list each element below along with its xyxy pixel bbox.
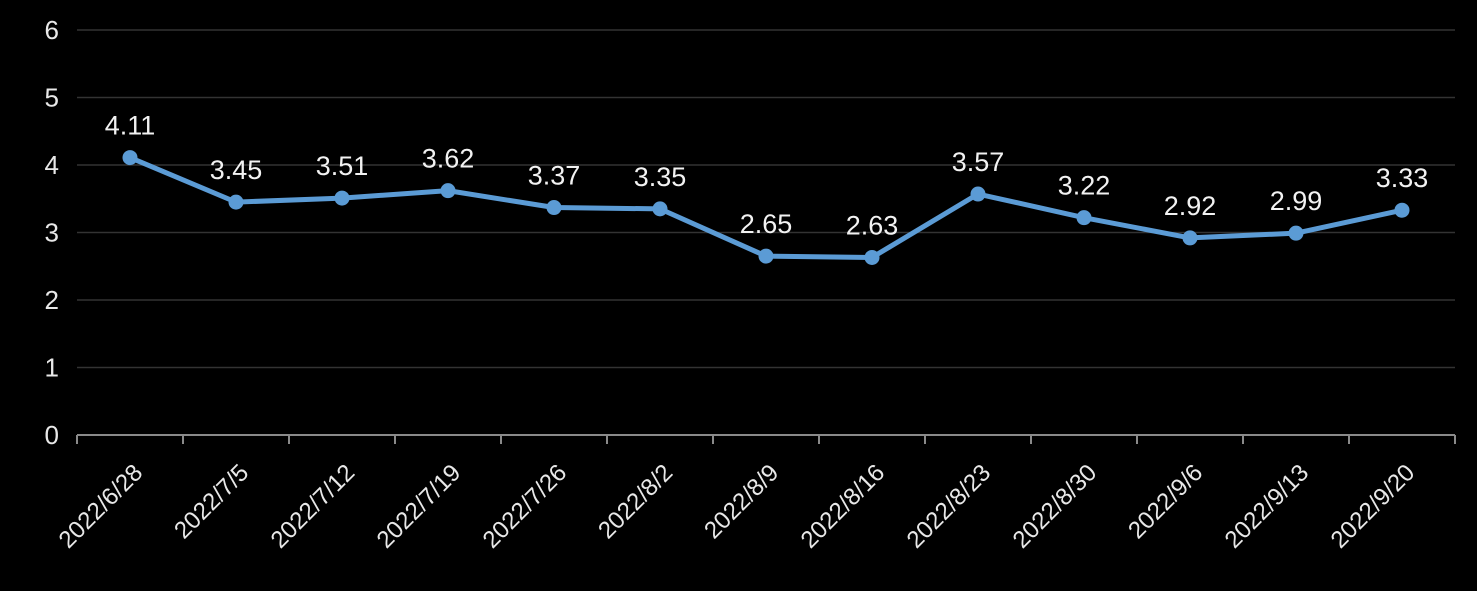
data-label: 2.92 xyxy=(1164,191,1217,221)
data-label: 3.37 xyxy=(528,161,581,191)
x-axis-category-label: 2022/9/13 xyxy=(1220,459,1315,554)
x-axis-category-label: 2022/6/28 xyxy=(54,459,149,554)
x-axis-category-label: 2022/7/12 xyxy=(266,459,361,554)
y-axis-tick-label: 3 xyxy=(45,218,59,248)
data-point-marker xyxy=(1288,225,1304,241)
data-point-marker xyxy=(334,190,350,206)
data-label: 3.62 xyxy=(422,144,475,174)
x-axis-category-label: 2022/7/5 xyxy=(169,459,254,544)
data-point-marker xyxy=(1076,210,1092,226)
y-axis-tick-label: 2 xyxy=(45,285,59,315)
data-label: 2.99 xyxy=(1270,186,1323,216)
data-point-marker xyxy=(440,183,456,199)
y-axis-tick-label: 1 xyxy=(45,353,59,383)
y-axis-tick-label: 4 xyxy=(45,150,59,180)
data-label: 3.22 xyxy=(1058,171,1111,201)
data-point-marker xyxy=(758,248,774,264)
data-label: 3.57 xyxy=(952,147,1005,177)
y-axis-tick-label: 6 xyxy=(45,15,59,45)
data-point-marker xyxy=(1182,230,1198,246)
data-label: 3.51 xyxy=(316,151,369,181)
data-label: 4.11 xyxy=(105,111,156,141)
data-point-marker xyxy=(652,201,668,217)
x-axis-category-label: 2022/8/9 xyxy=(699,459,784,544)
x-axis-category-label: 2022/9/6 xyxy=(1123,459,1208,544)
x-axis-category-label: 2022/8/30 xyxy=(1008,459,1103,554)
data-label: 2.65 xyxy=(740,209,793,239)
data-point-marker xyxy=(546,200,562,216)
data-point-marker xyxy=(122,150,138,166)
x-axis-category-label: 2022/8/23 xyxy=(902,459,997,554)
x-axis-category-label: 2022/7/26 xyxy=(478,459,573,554)
data-point-marker xyxy=(1394,202,1410,218)
y-axis-tick-label: 5 xyxy=(45,83,59,113)
data-point-marker xyxy=(970,186,986,202)
data-point-marker xyxy=(864,249,880,265)
x-axis-category-label: 2022/8/2 xyxy=(593,459,678,544)
x-axis-category-label: 2022/9/20 xyxy=(1326,459,1421,554)
data-point-marker xyxy=(228,194,244,210)
data-label: 3.45 xyxy=(210,155,263,185)
data-label: 3.35 xyxy=(634,162,687,192)
x-axis-category-label: 2022/7/19 xyxy=(372,459,467,554)
y-axis-tick-label: 0 xyxy=(45,420,59,450)
data-label: 2.63 xyxy=(846,210,899,240)
data-label: 3.33 xyxy=(1376,163,1429,193)
x-axis-category-label: 2022/8/16 xyxy=(796,459,891,554)
